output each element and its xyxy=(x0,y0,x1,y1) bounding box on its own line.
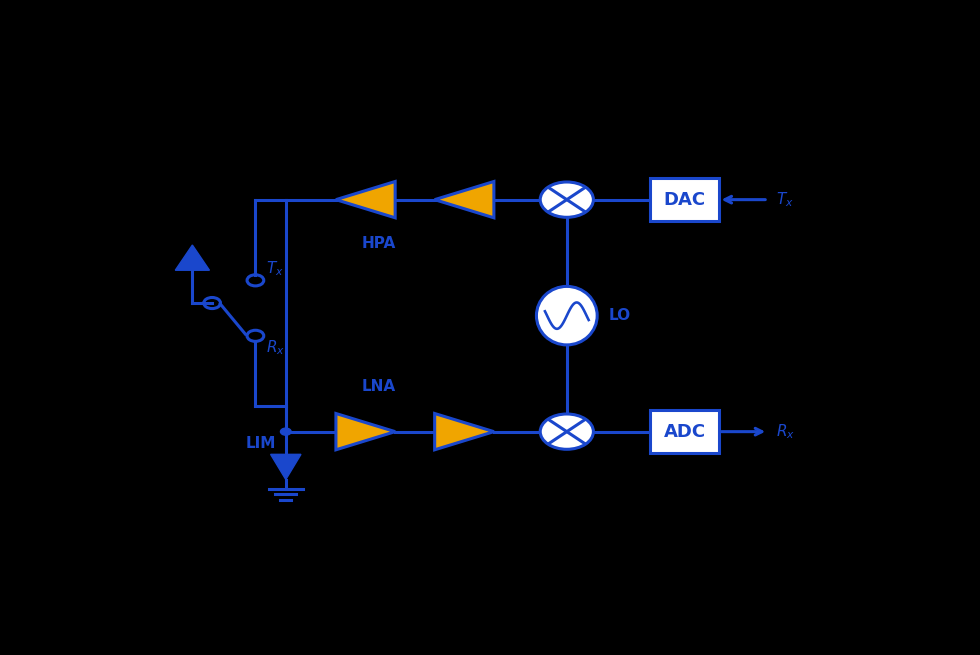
FancyBboxPatch shape xyxy=(651,178,718,221)
Text: $T_x$: $T_x$ xyxy=(776,191,794,209)
Polygon shape xyxy=(435,413,494,450)
Text: HPA: HPA xyxy=(362,236,396,251)
Polygon shape xyxy=(175,245,210,271)
Text: $R_x$: $R_x$ xyxy=(776,422,795,441)
Text: ADC: ADC xyxy=(663,422,706,441)
Circle shape xyxy=(540,182,594,217)
Text: $R_x$: $R_x$ xyxy=(266,338,285,357)
Circle shape xyxy=(280,428,291,435)
Text: DAC: DAC xyxy=(663,191,706,209)
Circle shape xyxy=(540,414,594,449)
Polygon shape xyxy=(336,413,395,450)
Polygon shape xyxy=(270,455,301,479)
Text: LNA: LNA xyxy=(362,379,396,394)
Text: $T_x$: $T_x$ xyxy=(266,259,284,278)
Polygon shape xyxy=(435,181,494,218)
FancyBboxPatch shape xyxy=(651,410,718,453)
Text: LO: LO xyxy=(609,308,631,323)
Text: LIM: LIM xyxy=(246,436,276,451)
Ellipse shape xyxy=(536,286,597,345)
Polygon shape xyxy=(336,181,395,218)
